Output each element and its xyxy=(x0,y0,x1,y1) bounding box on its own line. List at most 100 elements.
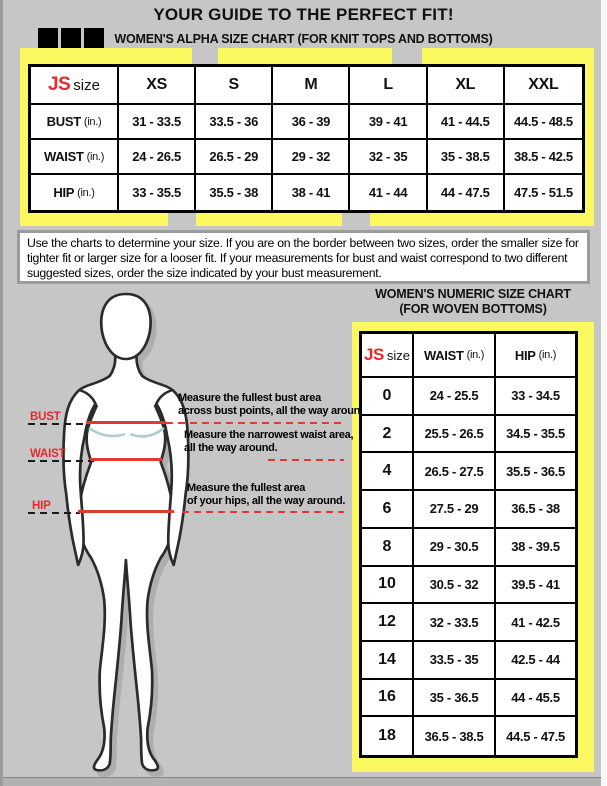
bust-shading xyxy=(88,426,165,438)
waist-measure-line xyxy=(90,458,162,461)
size-cell: 12 xyxy=(362,604,414,642)
waist-range: 24 - 25.5 xyxy=(414,378,496,416)
bust-leader-dash xyxy=(28,423,86,425)
bust-extension-dash xyxy=(166,422,346,424)
waist-range: 29 - 30.5 xyxy=(414,528,496,567)
waist-range: 35 - 36.5 xyxy=(414,679,496,718)
hip-instruction: Measure the fullest area of your hips, a… xyxy=(187,482,346,508)
bust-value: 44.5 - 48.5 xyxy=(504,105,582,140)
hip-range: 39.5 - 41 xyxy=(496,566,575,605)
brand-cell: JS size xyxy=(362,334,414,378)
hip-range: 42.5 - 44 xyxy=(496,641,575,680)
hip-leader-dash xyxy=(28,512,80,514)
size-cell: 16 xyxy=(362,679,414,718)
brand-logo: JS xyxy=(48,74,71,95)
highlight-gap xyxy=(168,209,196,226)
waist-leader-dash xyxy=(28,460,94,462)
size-cell: 6 xyxy=(362,491,414,529)
col-header-waist: WAIST (in.) xyxy=(414,334,496,378)
hip-line-label: HIP xyxy=(32,500,51,512)
hip-range: 44 - 45.5 xyxy=(496,679,575,718)
highlight-gap xyxy=(392,48,422,65)
numeric-chart-heading-line1: WOMEN'S NUMERIC SIZE CHART xyxy=(375,287,571,301)
right-edge xyxy=(601,0,607,786)
bottom-divider xyxy=(0,777,601,786)
brand-logo: JS xyxy=(364,345,384,364)
size-cell: 18 xyxy=(362,717,414,755)
waist-value: 32 - 35 xyxy=(350,140,428,175)
waist-value: 35 - 38.5 xyxy=(427,140,505,175)
row-header-bust: BUST (in.) xyxy=(31,105,119,140)
waist-range: 36.5 - 38.5 xyxy=(414,717,496,755)
highlight-gap xyxy=(192,48,218,65)
hip-range: 41 - 42.5 xyxy=(496,604,575,642)
black-square-icon xyxy=(61,28,81,49)
hip-value: 41 - 44 xyxy=(350,175,428,210)
waist-value: 24 - 26.5 xyxy=(119,140,197,175)
col-header-hip: HIP (in.) xyxy=(496,334,575,378)
hip-range: 38 - 39.5 xyxy=(496,528,575,567)
brand-cell: JS size xyxy=(31,67,119,105)
bust-measure-line xyxy=(86,421,166,424)
figure-head xyxy=(99,292,152,361)
row-header-hip: HIP (in.) xyxy=(31,175,119,210)
figure-torso-legs xyxy=(76,350,176,772)
waist-instruction: Measure the narrowest waist area, all th… xyxy=(184,429,354,455)
waist-extension-dash xyxy=(268,459,344,461)
row-header-waist: WAIST (in.) xyxy=(31,140,119,175)
hip-value: 44 - 47.5 xyxy=(427,175,505,210)
hip-extension-dash xyxy=(182,511,344,513)
alpha-size-table: JS size XS S M L XL XXL BUST (in.) 31 - … xyxy=(28,64,585,213)
waist-range: 32 - 33.5 xyxy=(414,604,496,642)
size-cell: 10 xyxy=(362,566,414,605)
waist-range: 27.5 - 29 xyxy=(414,491,496,529)
waist-line-label: WAIST xyxy=(30,448,66,460)
hip-range: 36.5 - 38 xyxy=(496,491,575,529)
bust-value: 31 - 33.5 xyxy=(119,105,197,140)
numeric-chart-heading-line2: (FOR WOVEN BOTTOMS) xyxy=(399,302,547,316)
figure-right-arm xyxy=(154,388,190,567)
waist-range: 30.5 - 32 xyxy=(414,566,496,605)
hip-value: 33 - 35.5 xyxy=(119,175,197,210)
bust-value: 41 - 44.5 xyxy=(427,105,505,140)
figure-left-arm xyxy=(62,388,97,567)
left-edge xyxy=(0,0,3,786)
hip-range: 34.5 - 35.5 xyxy=(496,415,575,454)
highlight-gap xyxy=(342,209,370,226)
waist-value: 38.5 - 42.5 xyxy=(504,140,582,175)
alpha-chart-heading: WOMEN'S ALPHA SIZE CHART (FOR KNIT TOPS … xyxy=(114,32,493,46)
body-measurement-figure xyxy=(62,292,190,777)
hip-value: 35.5 - 38 xyxy=(196,175,274,210)
black-square-icon xyxy=(38,28,58,49)
size-cell: 4 xyxy=(362,453,414,492)
size-cell: 2 xyxy=(362,415,414,454)
numeric-size-table: JS size WAIST (in.) HIP (in.) 0 24 - 25.… xyxy=(359,331,578,758)
col-header-s: S xyxy=(196,67,274,105)
hip-range: 44.5 - 47.5 xyxy=(496,717,575,755)
bust-value: 39 - 41 xyxy=(350,105,428,140)
bust-instruction: Measure the fullest bust area across bus… xyxy=(178,392,370,418)
sizing-instructions: Use the charts to determine your size. I… xyxy=(17,230,590,284)
waist-value: 29 - 32 xyxy=(273,140,351,175)
col-header-m: M xyxy=(273,67,351,105)
waist-value: 26.5 - 29 xyxy=(196,140,274,175)
decorative-squares xyxy=(38,28,104,49)
waist-range: 25.5 - 26.5 xyxy=(414,415,496,454)
size-cell: 8 xyxy=(362,528,414,567)
bust-line-label: BUST xyxy=(30,411,61,423)
hip-range: 35.5 - 36.5 xyxy=(496,453,575,492)
hip-range: 33 - 34.5 xyxy=(496,378,575,416)
col-header-l: L xyxy=(350,67,428,105)
waist-range: 26.5 - 27.5 xyxy=(414,453,496,492)
col-header-xl: XL xyxy=(427,67,505,105)
size-cell: 14 xyxy=(362,641,414,680)
black-square-icon xyxy=(84,28,104,49)
hip-value: 38 - 41 xyxy=(273,175,351,210)
col-header-xs: XS xyxy=(119,67,197,105)
waist-range: 33.5 - 35 xyxy=(414,641,496,680)
size-cell: 0 xyxy=(362,378,414,416)
bust-value: 36 - 39 xyxy=(273,105,351,140)
hip-value: 47.5 - 51.5 xyxy=(504,175,582,210)
col-header-xxl: XXL xyxy=(504,67,582,105)
